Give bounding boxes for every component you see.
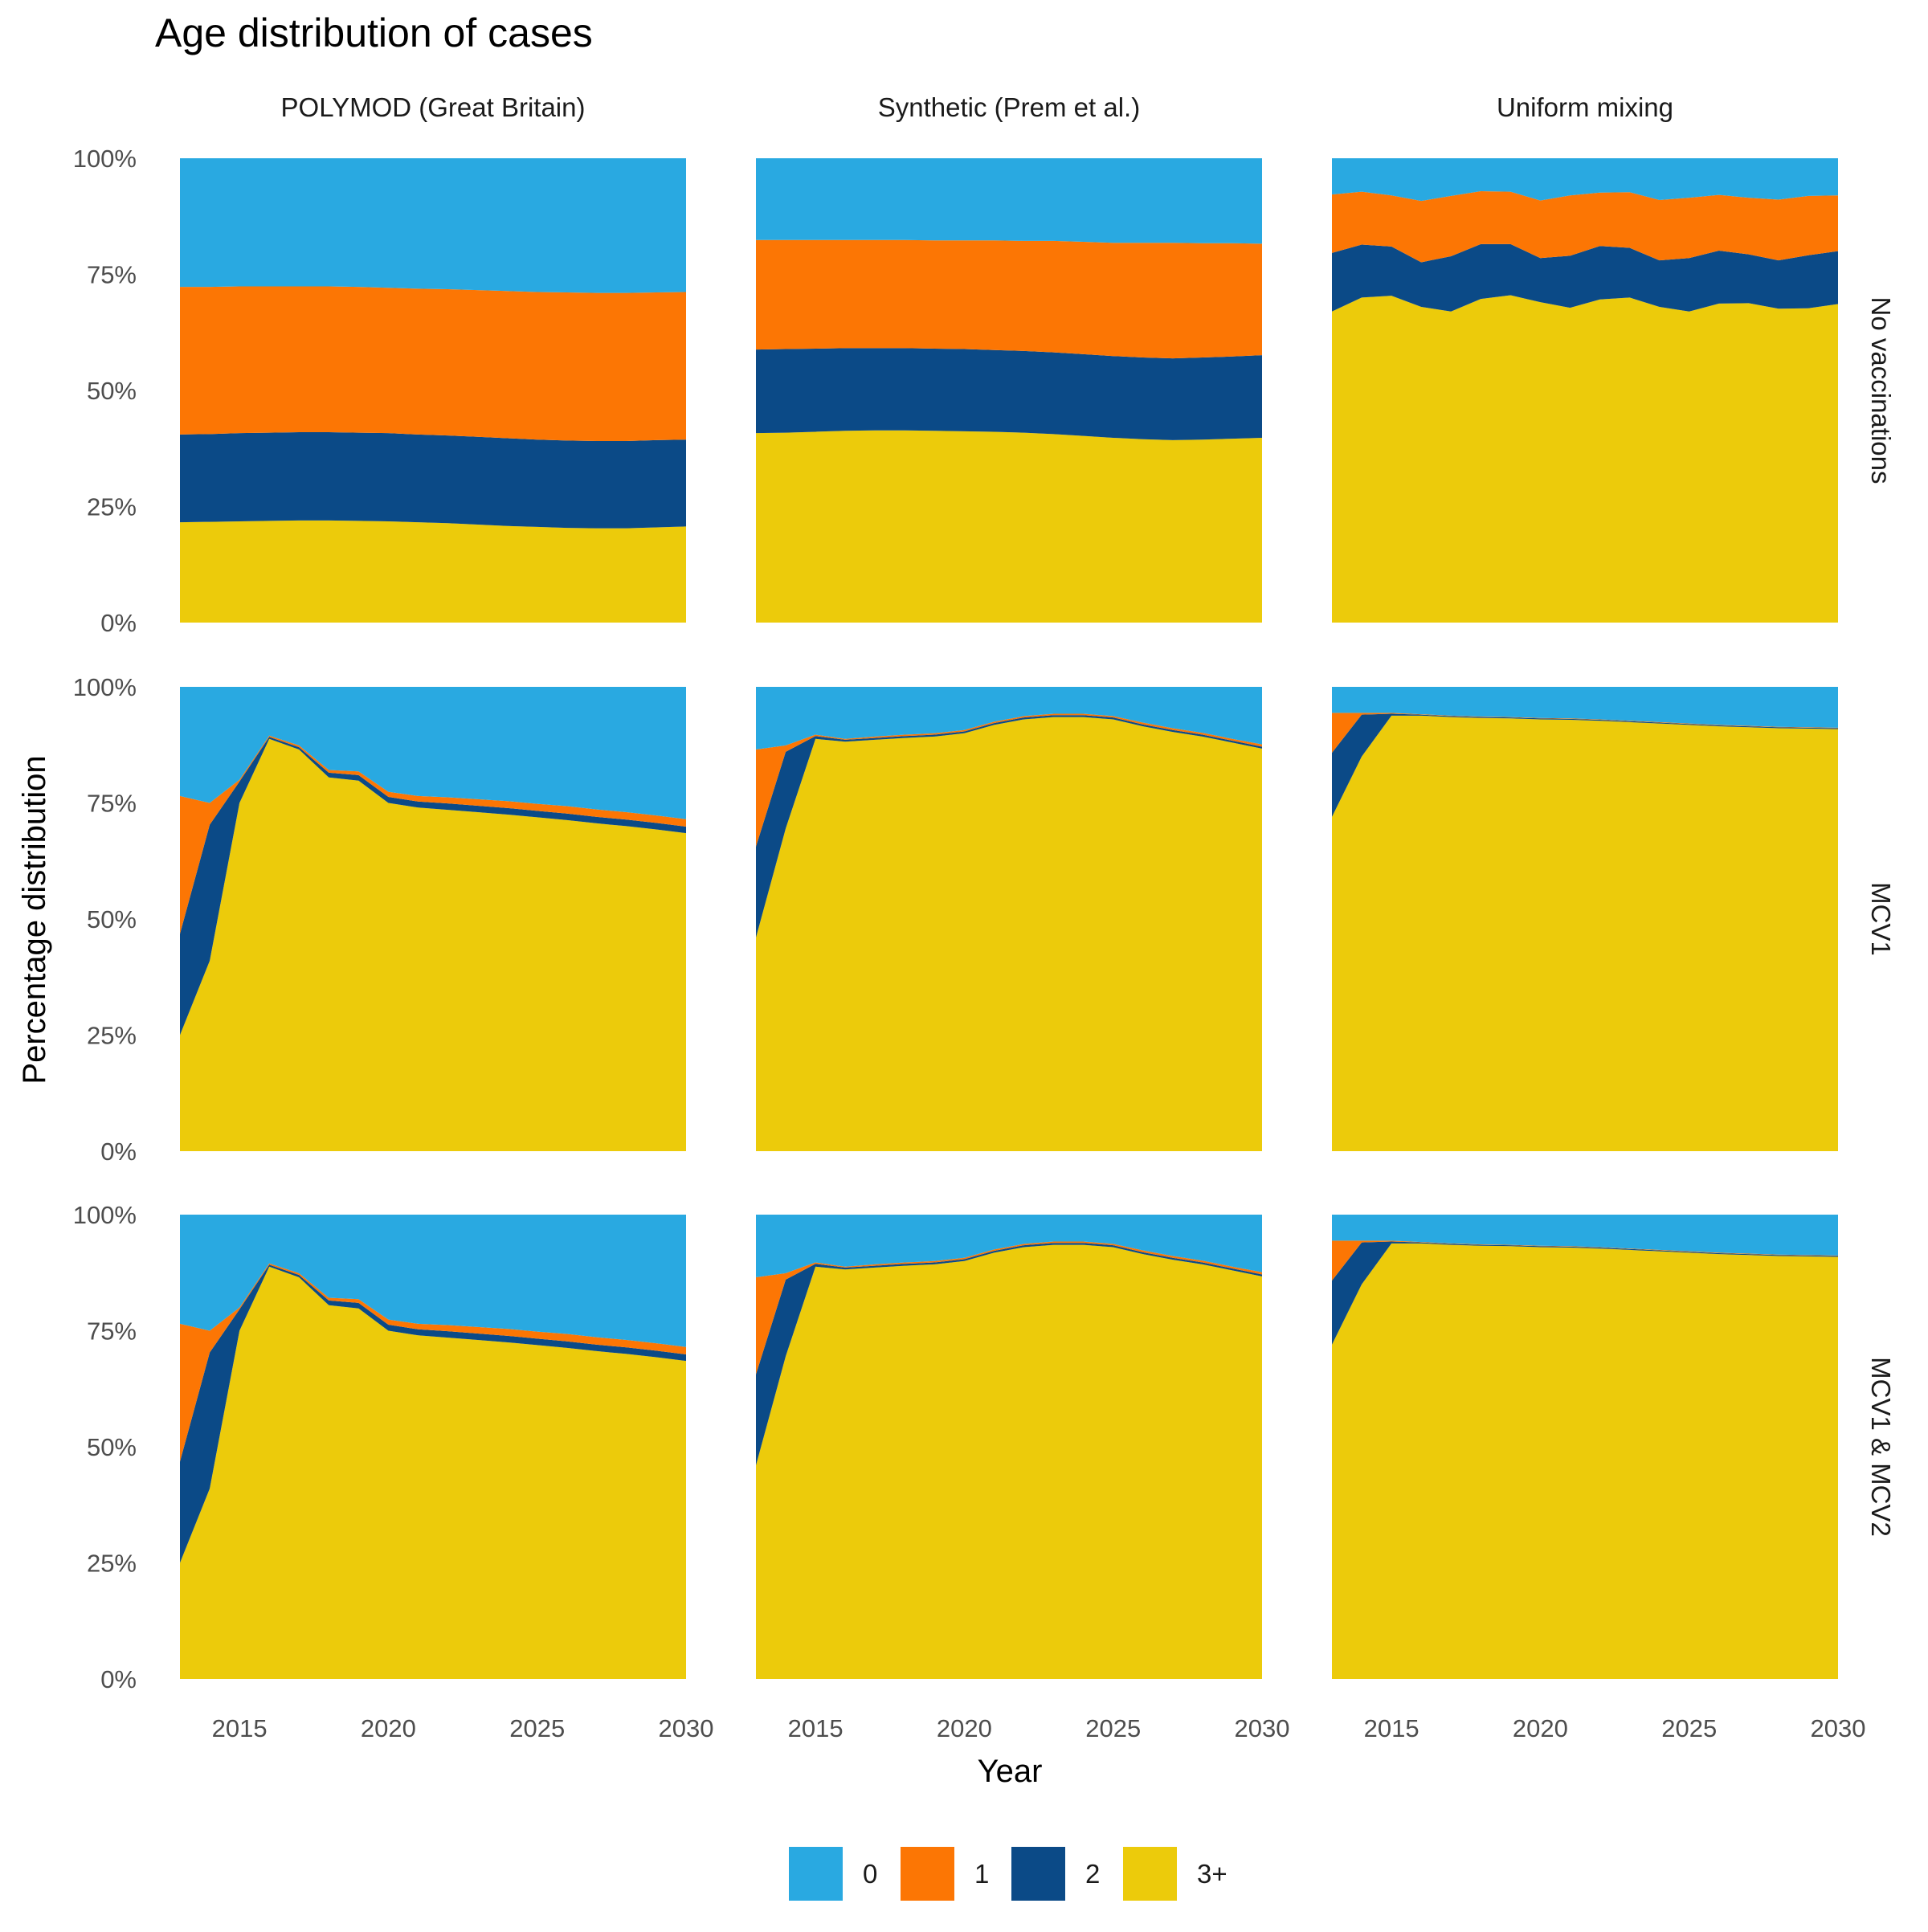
legend-swatch-1: [901, 1847, 954, 1901]
facet-column-label-polymod-great-britain: POLYMOD (Great Britain): [281, 92, 586, 122]
panel-mcv1-mcv2-polymod-great-britain: [180, 1215, 686, 1679]
x-axis-label: Year: [978, 1754, 1043, 1789]
y-tick-label: 25%: [87, 493, 137, 521]
area-series-0: [756, 158, 1262, 244]
x-tick-label: 2025: [1085, 1714, 1141, 1742]
legend-label-3-plus: 3+: [1197, 1859, 1227, 1889]
x-tick-label: 2015: [788, 1714, 844, 1742]
y-tick-label: 50%: [87, 905, 137, 933]
y-tick-label: 100%: [73, 673, 137, 701]
area-series-3-plus: [180, 520, 686, 623]
area-series-1: [1332, 191, 1838, 263]
x-tick-label: 2030: [1811, 1714, 1866, 1742]
panel-mcv1-polymod-great-britain: [180, 687, 686, 1151]
legend-swatch-3-plus: [1123, 1847, 1177, 1901]
facet-row-label-mcv1-mcv2: MCV1 & MCV2: [1866, 1357, 1896, 1537]
legend-item-1: 1: [901, 1847, 989, 1901]
y-tick-label: 0%: [100, 1665, 137, 1693]
legend-item-3-plus: 3+: [1123, 1847, 1227, 1901]
area-series-0: [180, 687, 686, 819]
x-tick-label: 2020: [361, 1714, 416, 1742]
area-series-3-plus: [180, 738, 686, 1151]
panel-mcv1-uniform-mixing: [1332, 687, 1838, 1151]
x-tick-label: 2015: [212, 1714, 268, 1742]
x-tick-label: 2025: [509, 1714, 565, 1742]
legend-label-2: 2: [1085, 1859, 1100, 1889]
area-series-1: [180, 286, 686, 441]
y-axis-label: Percentage distribution: [17, 755, 52, 1084]
area-series-3-plus: [1332, 295, 1838, 623]
legend-swatch-0: [789, 1847, 843, 1901]
chart-title: Age distribution of cases: [155, 10, 593, 55]
area-series-1: [756, 239, 1262, 359]
area-series-0: [756, 1215, 1262, 1278]
panel-mcv1-mcv2-uniform-mixing: [1332, 1215, 1838, 1679]
area-series-0: [756, 687, 1262, 750]
x-tick-label: 2020: [1513, 1714, 1568, 1742]
legend-label-1: 1: [974, 1859, 989, 1889]
panel-no-vaccinations-polymod-great-britain: [180, 158, 686, 623]
y-tick-label: 75%: [87, 261, 137, 289]
x-tick-label: 2030: [659, 1714, 714, 1742]
facet-row-label-no-vaccinations: No vaccinations: [1866, 297, 1896, 484]
facet-column-label-synthetic-prem-et-al: Synthetic (Prem et al.): [878, 92, 1140, 122]
y-tick-label: 100%: [73, 145, 137, 173]
area-series-3-plus: [1332, 1243, 1838, 1679]
panel-no-vaccinations-synthetic-prem-et-al: [756, 158, 1262, 623]
x-tick-label: 2025: [1661, 1714, 1717, 1742]
area-series-2: [756, 715, 1262, 938]
panel-mcv1-synthetic-prem-et-al: [756, 687, 1262, 1151]
area-series-3-plus: [180, 1266, 686, 1679]
legend-item-0: 0: [789, 1847, 877, 1901]
legend-label-0: 0: [863, 1859, 877, 1889]
area-series-0: [1332, 687, 1838, 728]
area-series-2: [756, 348, 1262, 440]
legend: 0 1 2 3+: [789, 1847, 1227, 1901]
panels: POLYMOD (Great Britain) Synthetic (Prem e…: [73, 92, 1896, 1742]
area-series-0: [180, 1215, 686, 1347]
x-tick-label: 2015: [1364, 1714, 1419, 1742]
area-series-2: [180, 432, 686, 529]
legend-item-2: 2: [1011, 1847, 1100, 1901]
area-series-2: [1332, 1241, 1838, 1345]
area-series-2: [756, 1243, 1262, 1466]
x-tick-label: 2020: [937, 1714, 992, 1742]
panel-no-vaccinations-uniform-mixing: [1332, 158, 1838, 623]
y-tick-label: 25%: [87, 1550, 137, 1578]
y-tick-label: 50%: [87, 377, 137, 405]
panel-mcv1-mcv2-synthetic-prem-et-al: [756, 1215, 1262, 1679]
area-series-3-plus: [756, 1244, 1262, 1679]
y-tick-label: 75%: [87, 1317, 137, 1346]
facet-column-label-uniform-mixing: Uniform mixing: [1497, 92, 1673, 122]
area-series-0: [1332, 158, 1838, 202]
area-series-3-plus: [756, 717, 1262, 1151]
legend-swatch-2: [1011, 1847, 1065, 1901]
area-series-2: [1332, 713, 1838, 817]
area-series-3-plus: [1332, 715, 1838, 1151]
area-series-0: [180, 158, 686, 293]
area-series-0: [1332, 1215, 1838, 1256]
area-series-3-plus: [756, 430, 1262, 623]
y-tick-label: 25%: [87, 1022, 137, 1050]
y-tick-label: 0%: [100, 609, 137, 637]
facet-row-label-mcv1: MCV1: [1866, 882, 1896, 956]
y-tick-label: 0%: [100, 1138, 137, 1166]
y-tick-label: 50%: [87, 1433, 137, 1461]
y-tick-label: 75%: [87, 790, 137, 818]
x-tick-label: 2030: [1235, 1714, 1290, 1742]
area-series-2: [1332, 243, 1838, 312]
y-tick-label: 100%: [73, 1201, 137, 1229]
